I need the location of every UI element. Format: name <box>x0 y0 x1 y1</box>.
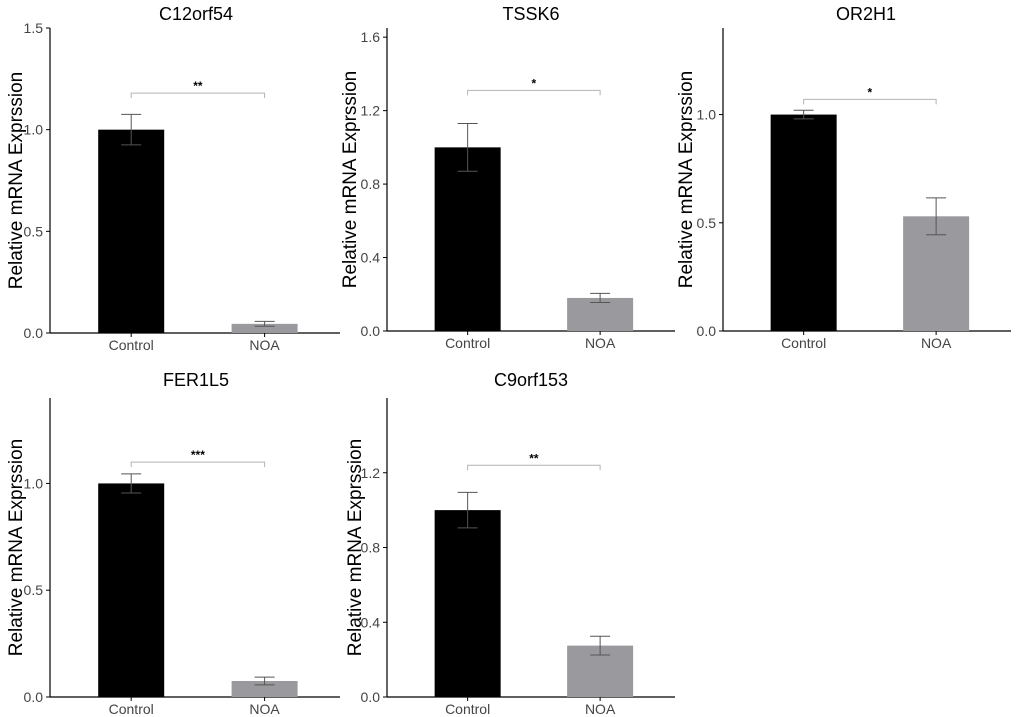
y-tick-label: 0.4 <box>361 250 381 266</box>
x-tick-label: NOA <box>249 337 280 353</box>
bar-control <box>434 147 501 331</box>
x-tick-label: NOA <box>585 335 616 351</box>
chart-panel-4: FER1L5 Relative mRNA Exprssion 0.0 0.5 1.0 Co… <box>6 370 340 717</box>
bar-control <box>98 483 165 697</box>
significance-label: *** <box>191 448 205 462</box>
y-tick-label: 0.0 <box>361 689 381 705</box>
bar-control <box>98 129 165 333</box>
significance-label: ** <box>529 451 539 465</box>
significance-label: * <box>532 76 537 90</box>
y-tick-label: 0.5 <box>697 215 717 231</box>
x-tick-label: Control <box>445 335 490 351</box>
y-axis-label: Relative mRNA Exprssion <box>6 439 27 657</box>
significance-bracket <box>130 461 266 468</box>
significance-label: ** <box>193 79 203 93</box>
bar-control <box>434 510 501 697</box>
chart-panel-1: C12orf54 Relative mRNA Exprssion 0.0 0.5 1.0… <box>6 4 340 353</box>
y-tick-label: 1.6 <box>361 29 381 45</box>
y-axis-label: Relative mRNA Exprssion <box>345 439 366 657</box>
chart-panel-5: C9orf153 Relative mRNA Exprssion 0.0 0.4 0.8… <box>345 370 675 717</box>
x-tick-label: Control <box>109 701 154 717</box>
bar-noa <box>231 323 298 333</box>
y-tick-label: 0.8 <box>361 176 381 192</box>
x-tick-label: NOA <box>921 335 952 351</box>
y-tick-label: 0.5 <box>24 582 44 598</box>
y-axis-label: Relative mRNA Exprssion <box>340 71 361 289</box>
y-axis-label: Relative mRNA Exprssion <box>6 72 27 290</box>
chart-title: C9orf153 <box>494 370 568 390</box>
x-tick-label: Control <box>781 335 826 351</box>
y-tick-label: 0.4 <box>361 614 381 630</box>
bar-noa <box>567 297 634 331</box>
y-tick-label: 0.0 <box>24 689 44 705</box>
significance-bracket <box>467 464 601 471</box>
y-tick-label: 0.0 <box>361 323 381 339</box>
y-tick-label: 1.2 <box>361 465 381 481</box>
y-tick-label: 0.0 <box>697 323 717 339</box>
chart-panel-2: TSSK6 Relative mRNA Exprssion 0.0 0.4 0.8 1.2… <box>340 4 675 351</box>
y-tick-label: 1.5 <box>24 20 44 36</box>
y-tick-label: 0.8 <box>361 540 381 556</box>
y-tick-label: 1.0 <box>24 122 44 138</box>
y-tick-label: 0.0 <box>24 325 44 341</box>
y-axis-label: Relative mRNA Exprssion <box>676 71 697 289</box>
chart-title: FER1L5 <box>163 370 229 390</box>
y-tick-label: 1.2 <box>361 103 381 119</box>
x-tick-label: Control <box>445 701 490 717</box>
bar-noa <box>903 216 970 331</box>
significance-bracket <box>467 89 601 96</box>
significance-bracket <box>130 92 266 99</box>
chart-title: TSSK6 <box>502 4 559 24</box>
significance-label: * <box>868 85 873 99</box>
y-tick-label: 0.5 <box>24 223 44 239</box>
bar-noa <box>231 680 298 697</box>
chart-panel-3: OR2H1 Relative mRNA Exprssion 0.0 0.5 1.0 Con… <box>676 4 1011 351</box>
significance-bracket <box>803 98 937 105</box>
y-tick-label: 1.0 <box>24 475 44 491</box>
y-tick-label: 1.0 <box>697 107 717 123</box>
x-tick-label: NOA <box>249 701 280 717</box>
x-tick-label: NOA <box>585 701 616 717</box>
chart-title: OR2H1 <box>836 4 896 24</box>
bar-control <box>770 114 837 331</box>
x-tick-label: Control <box>109 337 154 353</box>
chart-title: C12orf54 <box>159 4 233 24</box>
